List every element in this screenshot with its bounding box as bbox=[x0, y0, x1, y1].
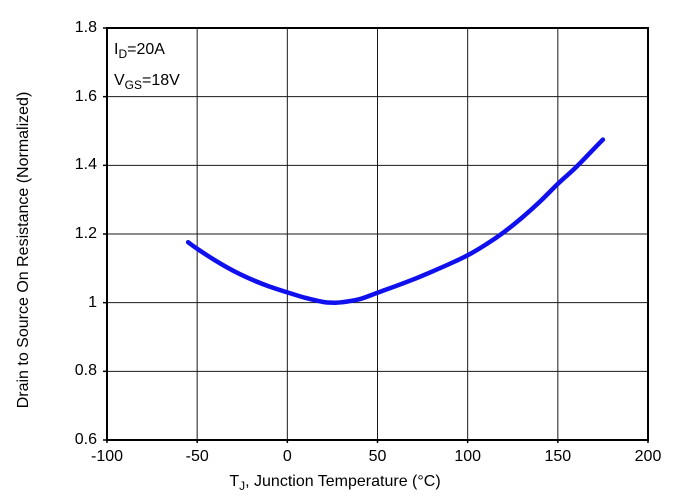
annotation-id-symbol: I bbox=[114, 41, 119, 58]
x-tick-label: -50 bbox=[185, 448, 209, 465]
y-tick-label: 1.8 bbox=[74, 19, 97, 36]
x-tick-label: 100 bbox=[454, 448, 482, 465]
x-tick-label: 200 bbox=[634, 448, 662, 465]
x-axis-title-symbol: T bbox=[229, 473, 240, 490]
y-tick-label: 0.6 bbox=[74, 431, 97, 448]
y-axis-title: Drain to Source On Resistance (Normalize… bbox=[15, 91, 32, 409]
annotation-line-vgs: VGS=18V bbox=[114, 65, 180, 96]
x-axis-title: TJ, Junction Temperature (°C) bbox=[229, 473, 441, 494]
y-tick-label: 1 bbox=[88, 293, 97, 311]
annotation-id-value: =20A bbox=[127, 41, 165, 58]
annotation-vgs-value: =18V bbox=[142, 72, 180, 89]
y-tick-label: 0.8 bbox=[74, 362, 97, 380]
x-axis-title-subscript: J bbox=[239, 479, 246, 494]
x-tick-label: 50 bbox=[368, 448, 387, 465]
resistance-curve bbox=[185, 137, 606, 305]
annotation-vgs-subscript: GS bbox=[124, 78, 143, 93]
x-tick-label: 0 bbox=[282, 448, 292, 465]
annotation-id-subscript: D bbox=[118, 47, 128, 62]
x-tick-label: -100 bbox=[90, 448, 124, 465]
conditions-annotation: ID=20A VGS=18V bbox=[114, 34, 180, 96]
x-tick-label: 150 bbox=[544, 448, 572, 465]
plot-border bbox=[106, 27, 649, 441]
y-tick-label: 1.6 bbox=[74, 87, 97, 105]
annotation-line-id: ID=20A bbox=[114, 34, 180, 65]
y-tick-label: 1.4 bbox=[74, 156, 97, 174]
x-axis-title-text: , Junction Temperature (°C) bbox=[245, 473, 441, 490]
y-tick-label: 1.2 bbox=[74, 225, 97, 242]
annotation-vgs-symbol: V bbox=[114, 72, 125, 89]
